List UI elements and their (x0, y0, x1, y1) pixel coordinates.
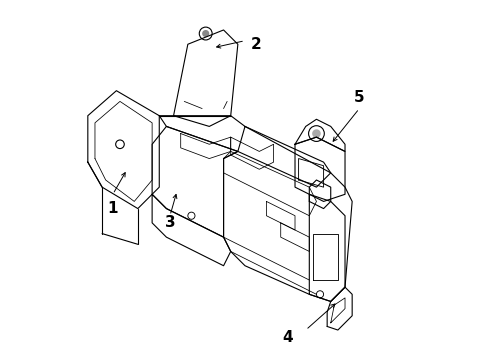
Text: 5: 5 (354, 90, 365, 105)
Text: 1: 1 (108, 201, 118, 216)
Circle shape (202, 30, 209, 37)
Text: 3: 3 (165, 215, 175, 230)
Circle shape (312, 129, 321, 138)
Text: 2: 2 (250, 37, 261, 52)
Text: 4: 4 (283, 330, 293, 345)
